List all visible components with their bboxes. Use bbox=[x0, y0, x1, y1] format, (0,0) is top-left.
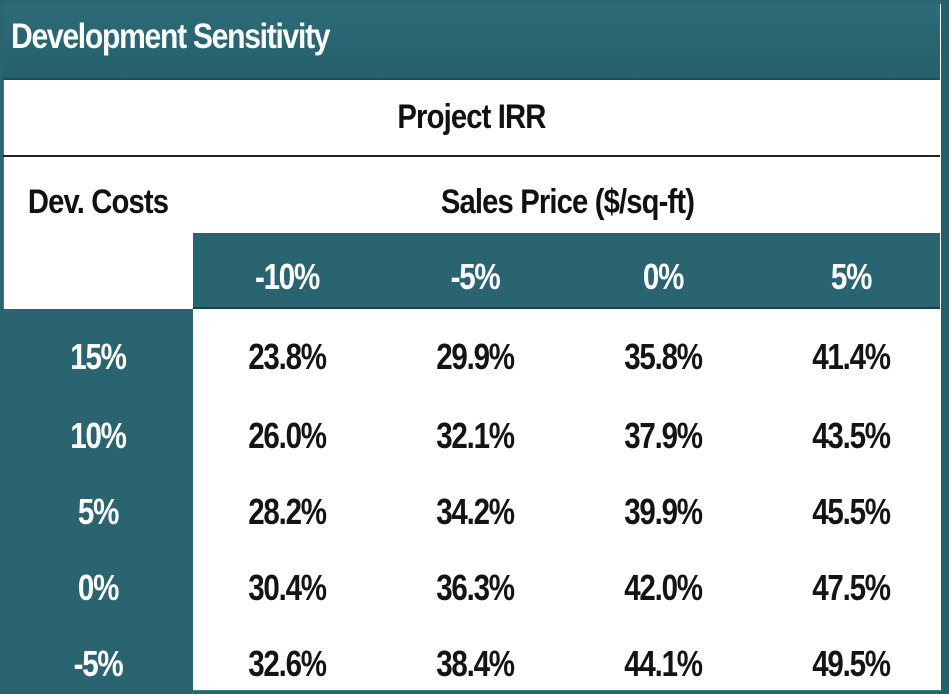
table-cell: 35.8% bbox=[624, 336, 703, 377]
table-cell: 32.6% bbox=[248, 643, 327, 684]
panel-right-edge bbox=[941, 0, 949, 694]
row-header: -5% bbox=[73, 643, 124, 684]
row-header: 0% bbox=[77, 567, 119, 608]
column-header: 5% bbox=[830, 256, 872, 297]
table-cell: 47.5% bbox=[812, 567, 891, 608]
table-cell: 44.1% bbox=[624, 643, 703, 684]
row-axis-label: Dev. Costs bbox=[27, 183, 169, 221]
column-header: -10% bbox=[254, 256, 320, 297]
row-header: 15% bbox=[70, 336, 127, 377]
table-cell: 30.4% bbox=[248, 567, 327, 608]
row-header: 10% bbox=[70, 415, 127, 456]
column-header: -5% bbox=[450, 256, 501, 297]
table-cell: 43.5% bbox=[812, 415, 891, 456]
table-cell: 41.4% bbox=[812, 336, 891, 377]
table-cell: 45.5% bbox=[812, 491, 891, 532]
panel-title: Development Sensitivity bbox=[11, 17, 331, 56]
table-cell: 34.2% bbox=[436, 491, 515, 532]
column-header: 0% bbox=[642, 256, 684, 297]
title-bar: Development Sensitivity bbox=[3, 3, 940, 80]
table-cell: 49.5% bbox=[812, 643, 891, 684]
table-cell: 23.8% bbox=[248, 336, 327, 377]
row-header: 5% bbox=[77, 491, 119, 532]
column-header-band bbox=[193, 233, 940, 309]
table-cell: 28.2% bbox=[248, 491, 327, 532]
table-cell: 32.1% bbox=[436, 415, 515, 456]
table-cell: 29.9% bbox=[436, 336, 515, 377]
table-cell: 36.3% bbox=[436, 567, 515, 608]
table-cell: 26.0% bbox=[248, 415, 327, 456]
table-title: Project IRR bbox=[397, 98, 546, 136]
table-cell: 42.0% bbox=[624, 567, 703, 608]
table-cell: 37.9% bbox=[624, 415, 703, 456]
table-title-divider bbox=[3, 155, 940, 157]
table-cell: 38.4% bbox=[436, 643, 515, 684]
row-header-band bbox=[3, 309, 193, 694]
table-cell: 39.9% bbox=[624, 491, 703, 532]
column-axis-label: Sales Price ($/sq-ft) bbox=[440, 183, 695, 221]
